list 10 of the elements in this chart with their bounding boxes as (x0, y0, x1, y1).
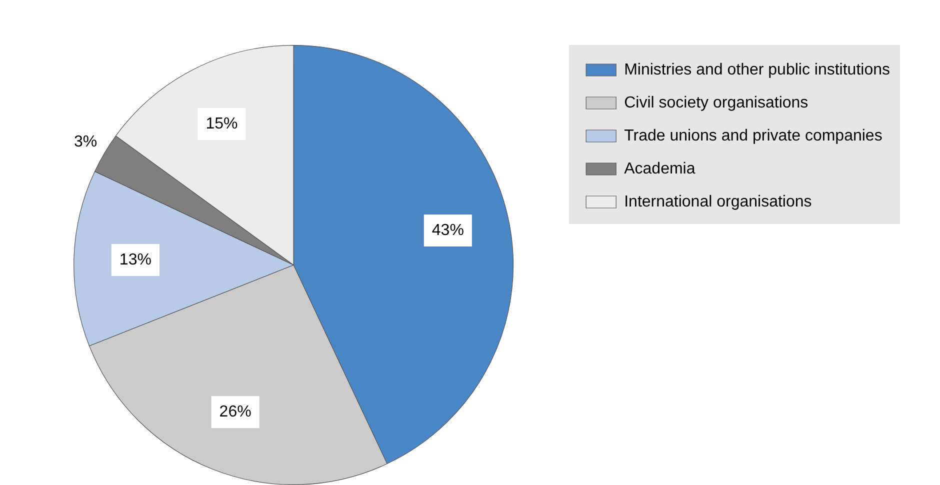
data-label: 3% (74, 133, 98, 150)
data-label: 13% (119, 251, 152, 268)
legend-label: Trade unions and private companies (624, 127, 882, 144)
data-label: 15% (206, 115, 238, 132)
legend-label: Ministries and other public institutions (624, 61, 890, 78)
data-label: 43% (432, 222, 464, 239)
data-label: 26% (219, 403, 252, 420)
legend-label: International organisations (624, 193, 812, 210)
legend-label: Civil society organisations (624, 94, 808, 112)
legend-label: Academia (624, 160, 696, 178)
